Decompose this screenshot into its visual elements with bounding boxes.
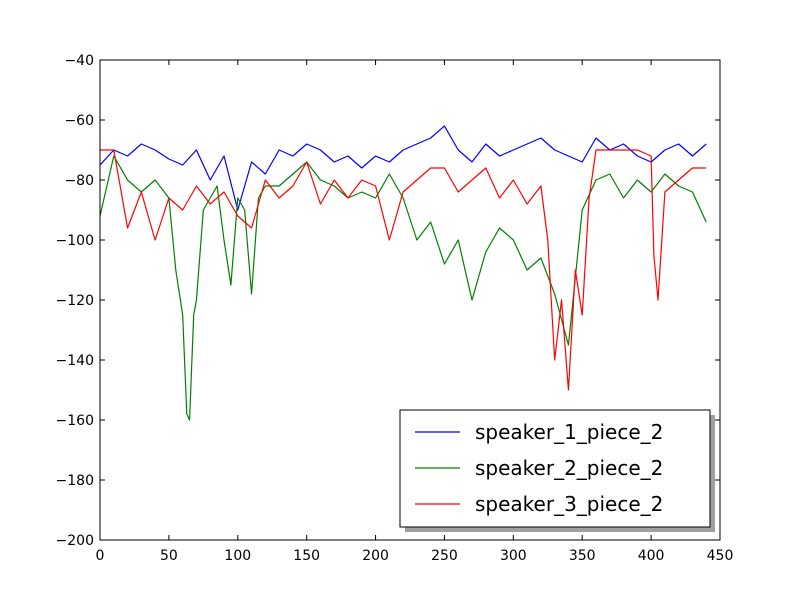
y-tick-label: −100 [56, 233, 94, 249]
y-tick-label: −80 [64, 173, 94, 189]
x-tick-label: 100 [224, 548, 251, 564]
series-line-speaker-1 [100, 125, 707, 211]
series-line-speaker-3 [100, 149, 707, 391]
x-tick-label: 200 [362, 548, 389, 564]
x-tick-label: 50 [160, 548, 178, 564]
y-tick-label: −160 [56, 413, 94, 429]
legend-label-speaker-3: speaker_3_piece_2 [475, 492, 663, 516]
legend-label-speaker-1: speaker_1_piece_2 [475, 420, 663, 444]
x-tick-label: 0 [96, 548, 105, 564]
series-layer [100, 125, 707, 421]
y-tick-label: −180 [56, 473, 94, 489]
y-tick-label: −40 [64, 53, 94, 69]
x-tick-label: 350 [569, 548, 596, 564]
legend: speaker_1_piece_2 speaker_2_piece_2 spea… [399, 409, 715, 532]
series-line-speaker-2 [100, 155, 707, 421]
x-tick-label: 400 [638, 548, 665, 564]
x-tick-label: 450 [707, 548, 734, 564]
y-tick-label: −60 [64, 113, 94, 129]
y-tick-label: −140 [56, 353, 94, 369]
legend-label-speaker-2: speaker_2_piece_2 [475, 456, 663, 480]
y-tick-label: −120 [56, 293, 94, 309]
x-tick-label: 150 [293, 548, 320, 564]
x-tick-label: 300 [500, 548, 527, 564]
y-tick-label: −200 [56, 533, 94, 549]
x-tick-label: 250 [431, 548, 458, 564]
ticks-layer: 0 50 100 150 200 250 300 350 400 450 −200 −180 −160 −… [56, 53, 734, 564]
